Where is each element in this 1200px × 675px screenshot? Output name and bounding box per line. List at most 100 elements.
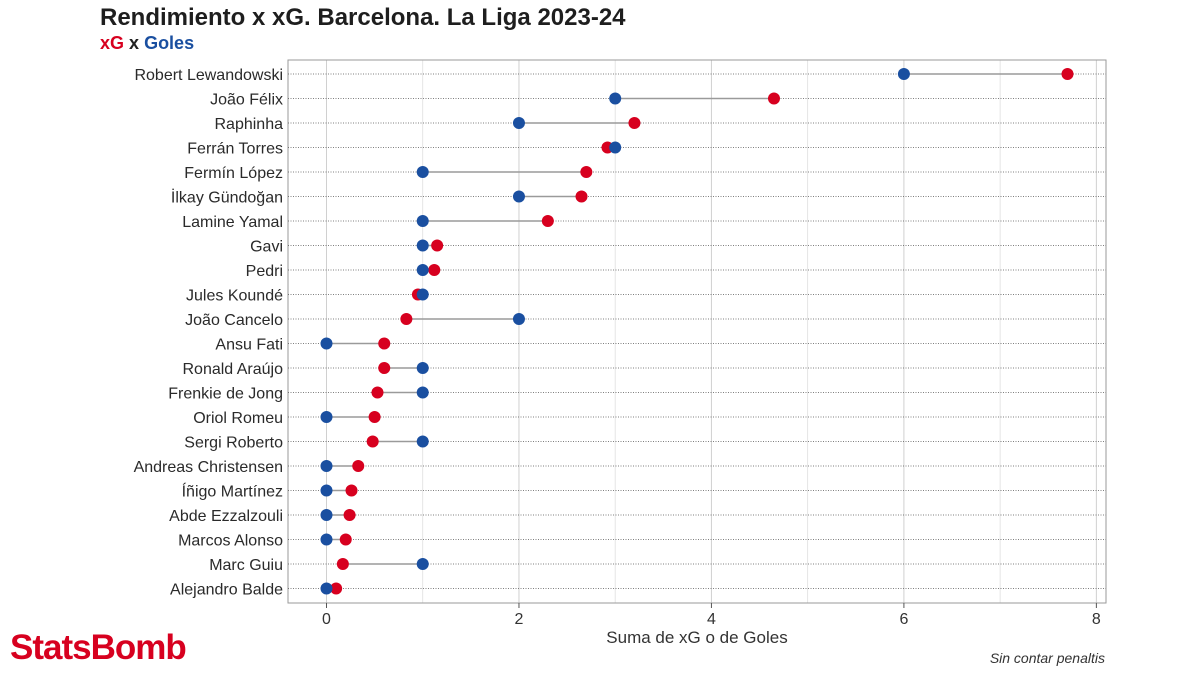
player-row: Íñigo Martínez <box>182 482 1106 501</box>
player-rows: Robert Lewandowski João Félix Raphinha Ferr… <box>134 67 1106 599</box>
goles-point <box>416 435 429 448</box>
goles-point <box>320 411 333 423</box>
x-axis-title: Suma de xG o de Goles <box>606 628 787 647</box>
goles-point <box>320 509 333 521</box>
player-row: Sergi Roberto <box>184 435 1106 452</box>
player-label: Ansu Fati <box>215 337 283 354</box>
player-label: Raphinha <box>215 116 284 133</box>
xg-point <box>371 386 384 399</box>
goles-point <box>320 582 333 595</box>
player-label: Fermín López <box>184 165 283 182</box>
footnote: Sin contar penaltis <box>989 650 1105 666</box>
goles-point <box>416 166 429 178</box>
goles-point <box>416 215 429 227</box>
player-label: Lamine Yamal <box>182 214 283 231</box>
player-row: Marcos Alonso <box>178 533 1106 550</box>
player-row: Oriol Romeu <box>193 410 1106 427</box>
x-axis: 0 2 4 6 8 <box>322 603 1101 628</box>
player-row: Gavi <box>250 239 1106 256</box>
player-label: İlkay Gündoğan <box>171 188 283 207</box>
player-row: Ronald Araújo <box>182 361 1106 378</box>
legend-separator: x <box>129 33 140 53</box>
x-tick-label: 0 <box>322 611 331 628</box>
player-label: Marc Guiu <box>209 557 283 574</box>
chart-subtitle: xG x Goles <box>100 33 194 54</box>
player-label: João Cancelo <box>185 312 283 329</box>
x-tick-label: 4 <box>707 611 716 628</box>
player-label: Jules Koundé <box>186 288 283 305</box>
player-row: João Félix <box>210 92 1106 109</box>
xg-point <box>339 533 352 546</box>
xg-point <box>541 215 554 227</box>
goles-point <box>416 239 429 252</box>
player-label: Oriol Romeu <box>193 410 283 427</box>
xg-point <box>343 509 356 521</box>
player-label: Ronald Araújo <box>182 361 283 378</box>
xg-point <box>336 558 349 570</box>
player-row: Ansu Fati <box>215 337 1106 354</box>
chart-title: Rendimiento x xG. Barcelona. La Liga 202… <box>100 4 626 31</box>
goles-point <box>512 190 525 203</box>
player-row: Andreas Christensen <box>134 459 1106 476</box>
goles-point <box>320 337 333 350</box>
goles-point <box>320 460 333 472</box>
goles-point <box>416 362 429 374</box>
player-label: Gavi <box>250 239 283 256</box>
player-label: João Félix <box>210 92 283 109</box>
player-label: Marcos Alonso <box>178 533 283 550</box>
player-row: Abde Ezzalzouli <box>169 508 1106 525</box>
player-row: Marc Guiu <box>209 557 1106 574</box>
legend-xg-label: xG <box>100 33 125 53</box>
player-row: Frenkie de Jong <box>168 386 1106 403</box>
xg-point <box>345 484 358 497</box>
goles-point <box>512 117 525 129</box>
x-tick-label: 6 <box>899 611 908 628</box>
xg-point <box>400 313 413 325</box>
player-label: Abde Ezzalzouli <box>169 508 283 525</box>
xg-point <box>352 460 365 472</box>
player-label: Sergi Roberto <box>184 435 283 452</box>
player-label: Robert Lewandowski <box>134 67 283 84</box>
goles-point <box>416 386 429 399</box>
player-label: Frenkie de Jong <box>168 386 283 403</box>
player-row: Lamine Yamal <box>182 214 1106 231</box>
grid-lines <box>325 60 1097 603</box>
x-tick-label: 2 <box>515 611 524 628</box>
player-row: Raphinha <box>215 116 1106 133</box>
goles-point <box>897 68 910 80</box>
goles-point <box>512 313 525 325</box>
goles-point <box>320 533 333 546</box>
xg-point <box>575 190 588 203</box>
goles-point <box>416 264 429 276</box>
xg-point <box>366 435 379 448</box>
player-label: Andreas Christensen <box>134 459 283 476</box>
xg-point <box>368 411 381 423</box>
xg-point <box>378 362 391 374</box>
xg-point <box>428 264 441 276</box>
player-row: Jules Koundé <box>186 288 1106 305</box>
xg-point <box>628 117 641 129</box>
player-row: İlkay Gündoğan <box>171 188 1106 207</box>
goles-point <box>609 92 622 105</box>
plot-frame <box>287 59 1107 604</box>
player-row: João Cancelo <box>185 312 1106 329</box>
player-label: Alejandro Balde <box>170 582 283 599</box>
x-tick-label: 8 <box>1092 611 1101 628</box>
player-row: Ferrán Torres <box>187 141 1106 158</box>
player-row: Fermín López <box>184 165 1106 182</box>
statsbomb-logo: StatsBomb <box>10 628 187 667</box>
player-row: Robert Lewandowski <box>134 67 1106 84</box>
player-row: Pedri <box>246 263 1106 280</box>
goles-point <box>416 558 429 570</box>
xg-point <box>378 337 391 350</box>
legend-goles-label: Goles <box>144 33 195 53</box>
xg-point <box>431 239 444 252</box>
xg-point <box>580 166 593 178</box>
goles-point <box>416 288 429 301</box>
player-label: Pedri <box>246 263 283 280</box>
player-label: Ferrán Torres <box>187 141 283 158</box>
player-row: Alejandro Balde <box>170 582 1106 599</box>
xg-point <box>330 582 343 595</box>
xg-point <box>1061 68 1074 80</box>
